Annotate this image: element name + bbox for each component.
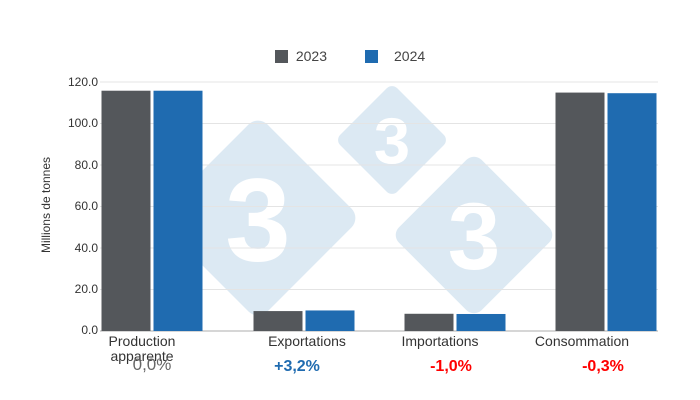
y-tick: 40.0 bbox=[74, 241, 98, 255]
bar-2024 bbox=[456, 313, 506, 331]
svg-text:3: 3 bbox=[225, 155, 290, 286]
y-tick: 20.0 bbox=[74, 282, 98, 296]
bar-2023 bbox=[101, 90, 151, 331]
legend-item-2024[interactable]: 2024 bbox=[365, 48, 425, 64]
y-axis-label: Millions de tonnes bbox=[39, 156, 53, 254]
bar-2023 bbox=[404, 313, 454, 331]
x-label-importations: Importations bbox=[401, 333, 479, 349]
y-tick: 80.0 bbox=[74, 158, 98, 172]
legend-swatch-2023 bbox=[274, 49, 288, 63]
x-label-production: Production apparente bbox=[97, 334, 187, 364]
y-tick: 120.0 bbox=[67, 75, 98, 89]
y-tick: 100.0 bbox=[67, 116, 98, 130]
pct-change-exportations: +3,2% bbox=[274, 358, 320, 375]
y-tick: 0.0 bbox=[81, 323, 98, 337]
watermark-logo: 333 bbox=[160, 86, 553, 316]
bar-2024 bbox=[305, 310, 355, 331]
svg-text:3: 3 bbox=[374, 105, 410, 178]
bar-2023 bbox=[253, 311, 303, 331]
legend-item-2023[interactable]: 2023 bbox=[274, 48, 327, 64]
bars bbox=[101, 90, 657, 332]
legend: 2023 2024 bbox=[0, 48, 700, 64]
pct-change-production: 0,0% bbox=[132, 355, 172, 374]
pct-change-importations: -1,0% bbox=[430, 358, 472, 375]
bar-2024 bbox=[607, 93, 657, 331]
x-label-exportations: Exportations bbox=[268, 333, 346, 349]
x-label-consommation: Consommation bbox=[534, 333, 630, 349]
y-tick: 60.0 bbox=[74, 199, 98, 213]
legend-label-2023: 2023 bbox=[295, 48, 327, 64]
pct-change-consommation: -0,3% bbox=[582, 358, 624, 375]
bar-2024 bbox=[153, 90, 203, 331]
x-label-text: Production apparente bbox=[108, 333, 176, 364]
legend-swatch-2024 bbox=[365, 49, 378, 63]
legend-label-2024: 2024 bbox=[394, 48, 426, 64]
svg-text:3: 3 bbox=[448, 184, 501, 290]
bar-2023 bbox=[555, 92, 605, 332]
